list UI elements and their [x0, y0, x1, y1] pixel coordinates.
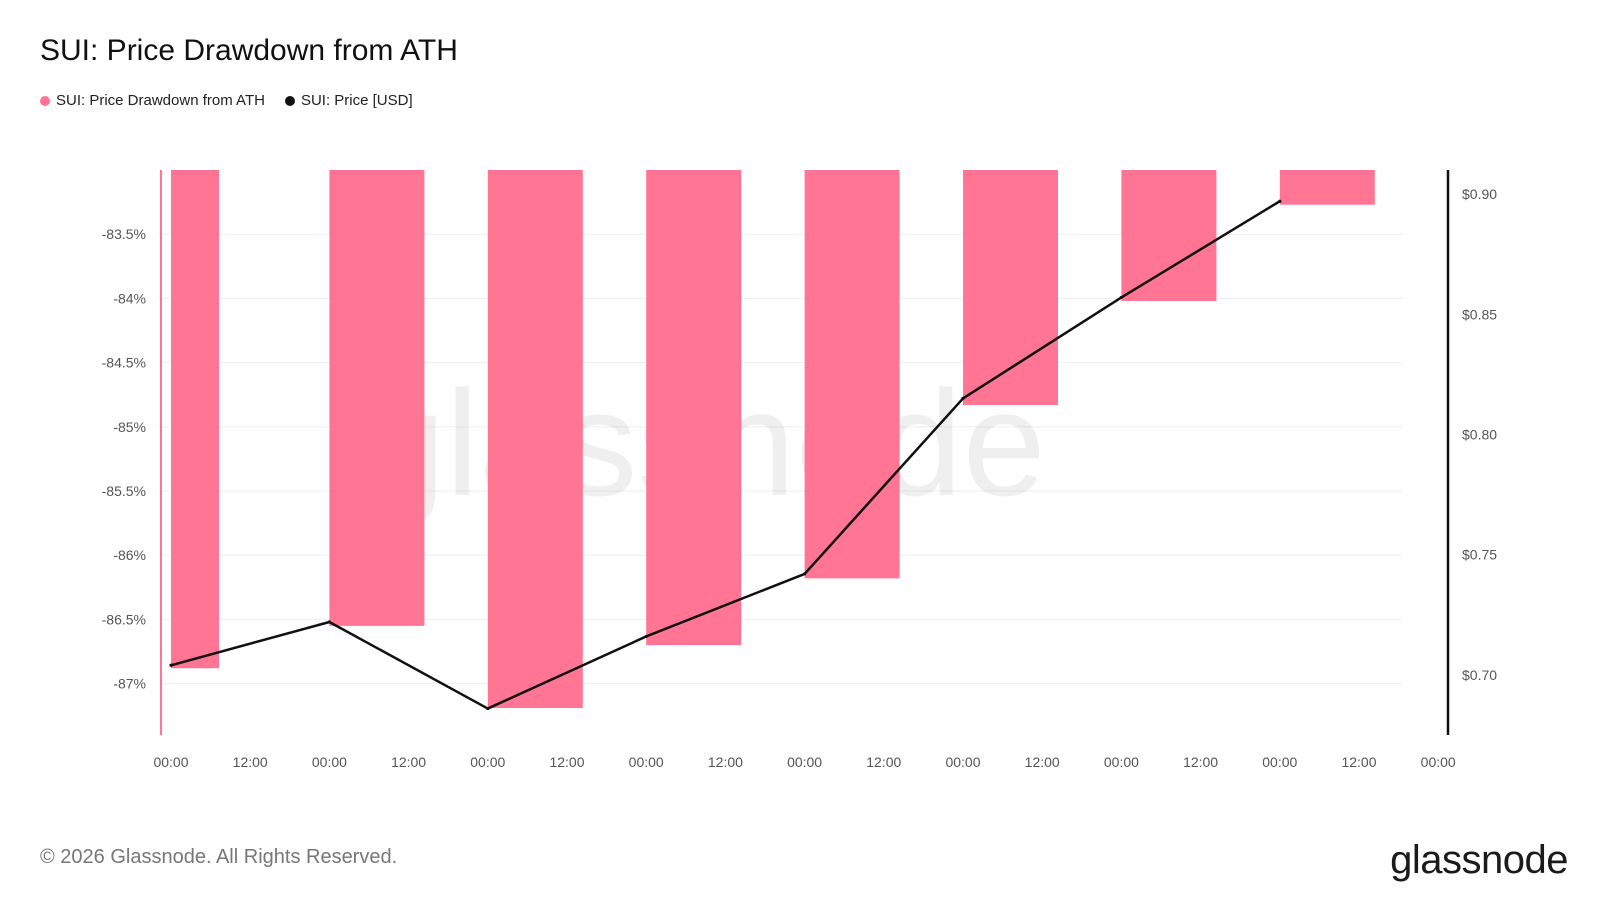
- y-left-tick-label: -84%: [113, 290, 146, 306]
- bar: [329, 170, 425, 626]
- legend: SUI: Price Drawdown from ATH SUI: Price …: [40, 92, 413, 109]
- chart-title: SUI: Price Drawdown from ATH: [40, 34, 458, 67]
- price-point: [169, 663, 173, 667]
- x-tick-label: 12:00: [233, 754, 268, 770]
- x-tick-label: 00:00: [153, 754, 188, 770]
- x-tick-label: 00:00: [1421, 754, 1456, 770]
- copyright-footer: © 2026 Glassnode. All Rights Reserved.: [40, 846, 398, 868]
- y-left-tick-label: -87%: [113, 676, 146, 692]
- x-tick-label: 12:00: [1341, 754, 1376, 770]
- x-tick-label: 00:00: [945, 754, 980, 770]
- x-tick-label: 00:00: [312, 754, 347, 770]
- price-point: [486, 706, 490, 711]
- price-point: [1278, 199, 1282, 203]
- price-point: [803, 572, 807, 576]
- y-left-tick-label: -83.5%: [102, 226, 146, 242]
- legend-item-price[interactable]: SUI: Price [USD]: [284, 92, 413, 109]
- x-tick-label: 00:00: [1262, 754, 1297, 770]
- price-point: [644, 634, 648, 639]
- x-tick-label: 00:00: [629, 754, 664, 770]
- y-left-tick-label: -86%: [113, 547, 146, 563]
- price-point: [961, 396, 965, 401]
- price-point: [327, 620, 331, 624]
- legend-item-drawdown[interactable]: SUI: Price Drawdown from ATH: [40, 92, 265, 109]
- x-tick-label: 12:00: [1183, 754, 1218, 770]
- x-tick-label: 12:00: [1025, 754, 1060, 770]
- x-tick-label: 00:00: [787, 754, 822, 770]
- bar: [171, 170, 219, 669]
- y-left-tick-label: -86.5%: [102, 611, 146, 627]
- y-right-tick-label: $0.70: [1462, 667, 1497, 683]
- y-right-tick-label: $0.75: [1462, 547, 1497, 563]
- bar: [804, 170, 900, 579]
- legend-swatch-price: [284, 95, 295, 106]
- legend-label-price: SUI: Price [USD]: [300, 92, 413, 109]
- y-left-tick-label: -85.5%: [102, 483, 146, 499]
- x-tick-label: 00:00: [1104, 754, 1139, 770]
- legend-swatch-drawdown: [40, 95, 50, 106]
- x-tick-label: 12:00: [866, 754, 901, 770]
- y-left-tick-label: -85%: [113, 419, 146, 435]
- y-left-tick-label: -84.5%: [102, 355, 146, 371]
- legend-label-drawdown: SUI: Price Drawdown from ATH: [56, 92, 265, 109]
- brand-logo: glassnode: [1390, 838, 1568, 882]
- bar: [1121, 170, 1217, 301]
- bar: [646, 170, 742, 646]
- x-tick-label: 12:00: [391, 754, 426, 770]
- bar: [1279, 170, 1375, 205]
- y-right-tick-label: $0.90: [1462, 186, 1497, 202]
- bar: [963, 170, 1058, 405]
- x-tick-label: 12:00: [708, 754, 743, 770]
- bar: [487, 170, 583, 709]
- price-point: [1119, 295, 1123, 300]
- y-right-tick-label: $0.80: [1462, 426, 1497, 442]
- x-tick-label: 00:00: [470, 754, 505, 770]
- price-line: [170, 200, 1281, 710]
- x-tick-label: 12:00: [549, 754, 584, 770]
- y-right-tick-label: $0.85: [1462, 306, 1497, 322]
